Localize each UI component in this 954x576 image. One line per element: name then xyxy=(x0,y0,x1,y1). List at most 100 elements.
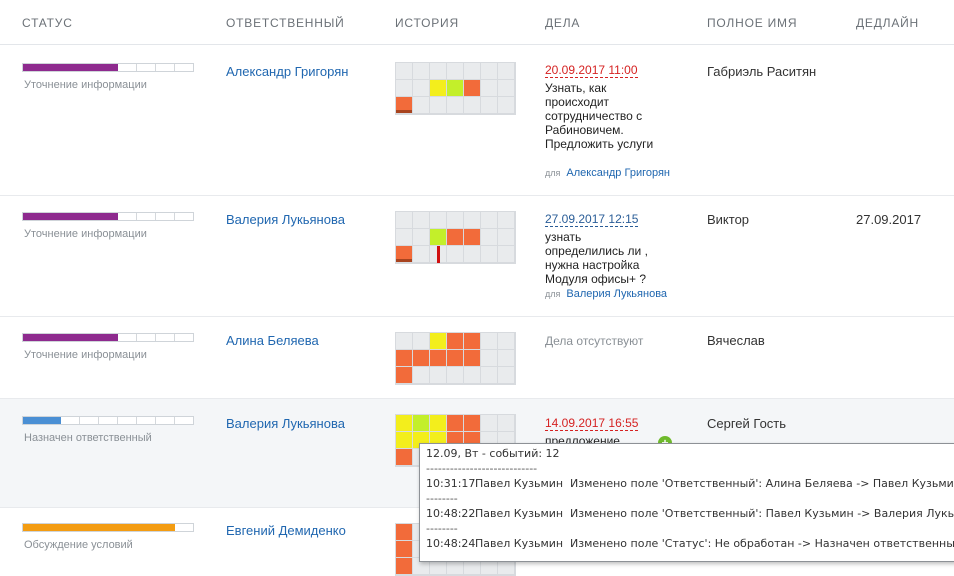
status-segment xyxy=(42,524,61,531)
deal-assignee: для Валерия Лукьянова xyxy=(545,288,667,300)
status-segment xyxy=(156,417,175,424)
status-progress-bar xyxy=(22,416,194,425)
tooltip-entry-change: Изменено поле 'Ответственный': Павел Куз… xyxy=(570,507,954,520)
status-segment xyxy=(80,334,99,341)
status-segment xyxy=(118,64,137,71)
responsible-link[interactable]: Валерия Лукьянова xyxy=(226,416,345,431)
status-segment xyxy=(118,334,137,341)
tooltip-separator: -------- xyxy=(426,492,458,505)
responsible-link[interactable]: Алина Беляева xyxy=(226,333,319,348)
deal-date[interactable]: 14.09.2017 16:55 xyxy=(545,416,639,431)
status-segment xyxy=(175,213,193,220)
status-segment xyxy=(42,334,61,341)
responsible-link[interactable]: Евгений Демиденко xyxy=(226,523,346,538)
table-header: СТАТУС ОТВЕТСТВЕННЫЙ ИСТОРИЯ ДЕЛА ПОЛНОЕ… xyxy=(0,0,954,45)
deal-date[interactable]: 27.09.2017 12:15 xyxy=(545,212,639,227)
deal-date[interactable]: 20.09.2017 11:00 xyxy=(545,63,638,78)
deal-assignee-link[interactable]: Валерия Лукьянова xyxy=(566,288,668,300)
status-segment xyxy=(80,64,99,71)
status-segment xyxy=(137,64,156,71)
history-grid[interactable] xyxy=(395,62,516,115)
status-segment xyxy=(23,334,42,341)
history-grid[interactable] xyxy=(395,332,516,385)
status-progress-bar xyxy=(22,212,194,221)
responsible-link[interactable]: Александр Григорян xyxy=(226,64,349,79)
status-segment xyxy=(42,64,61,71)
header-responsible[interactable]: ОТВЕТСТВЕННЫЙ xyxy=(226,16,345,30)
status-segment xyxy=(23,64,42,71)
status-segment xyxy=(175,334,193,341)
status-segment xyxy=(42,213,61,220)
status-segment xyxy=(156,524,175,531)
full-name: Габриэль Раситян xyxy=(707,64,817,79)
status-segment xyxy=(175,64,193,71)
deals-empty: Дела отсутствуют xyxy=(545,334,644,348)
status-segment xyxy=(61,524,80,531)
deal-assignee-link[interactable]: Александр Григорян xyxy=(566,167,670,179)
status-segment xyxy=(23,524,42,531)
deal-text: Узнать, как происходит сотрудничество с … xyxy=(545,81,654,151)
deadline: 27.09.2017 xyxy=(856,212,922,227)
full-name: Виктор xyxy=(707,212,750,227)
status-label: Уточнение информации xyxy=(24,349,147,361)
tooltip-entry-user: Павел Кузьмин xyxy=(475,477,564,490)
status-segment xyxy=(156,213,175,220)
tooltip-entry-time: 10:48:22 xyxy=(426,507,476,520)
tooltip-entry-change: Изменено поле 'Статус': Не обработан -> … xyxy=(570,537,954,550)
tooltip-entry-time: 10:31:17 xyxy=(426,477,476,490)
status-segment xyxy=(23,417,42,424)
tooltip-title: 12.09, Вт - событий: 12 xyxy=(426,447,560,460)
history-tooltip: 12.09, Вт - событий: 12 ----------------… xyxy=(419,443,954,562)
status-label: Уточнение информации xyxy=(24,79,147,91)
status-segment xyxy=(99,524,118,531)
status-segment xyxy=(61,417,80,424)
deal-assignee: для Александр Григорян xyxy=(545,167,670,179)
tooltip-separator: ---------------------------- xyxy=(426,462,538,475)
status-segment xyxy=(61,334,80,341)
status-segment xyxy=(118,417,137,424)
tooltip-entry-time: 10:48:24 xyxy=(426,537,476,550)
status-segment xyxy=(23,213,42,220)
status-segment xyxy=(99,213,118,220)
status-label: Назначен ответственный xyxy=(24,432,152,444)
full-name: Сергей Гость xyxy=(707,416,787,431)
status-segment xyxy=(80,213,99,220)
status-progress-bar xyxy=(22,333,194,342)
header-deals[interactable]: ДЕЛА xyxy=(545,16,581,30)
deal-text: узнать определились ли , нужна настройка… xyxy=(545,230,648,286)
status-segment xyxy=(175,524,193,531)
tooltip-separator: -------- xyxy=(426,522,458,535)
header-deadline[interactable]: ДЕДЛАЙН xyxy=(856,16,920,30)
status-progress-bar xyxy=(22,523,194,532)
header-full-name[interactable]: ПОЛНОЕ ИМЯ xyxy=(707,16,798,30)
responsible-link[interactable]: Валерия Лукьянова xyxy=(226,212,345,227)
deal-for-prefix: для xyxy=(545,289,561,299)
status-label: Уточнение информации xyxy=(24,228,147,240)
status-segment xyxy=(137,417,156,424)
table-row[interactable]: Уточнение информации Александр Григорян … xyxy=(0,45,954,196)
header-history[interactable]: ИСТОРИЯ xyxy=(395,16,459,30)
status-label: Обсуждение условий xyxy=(24,539,133,551)
status-segment xyxy=(137,213,156,220)
status-segment xyxy=(61,213,80,220)
status-segment xyxy=(137,334,156,341)
status-segment xyxy=(99,417,118,424)
table-row[interactable]: Уточнение информации Алина Беляева Дела … xyxy=(0,317,954,399)
deal-for-prefix: для xyxy=(545,168,561,178)
table-row[interactable]: Уточнение информации Валерия Лукьянова 2… xyxy=(0,196,954,317)
status-segment xyxy=(99,334,118,341)
status-progress-bar xyxy=(22,63,194,72)
status-segment xyxy=(118,524,137,531)
tooltip-entry-change: Изменено поле 'Ответственный': Алина Бел… xyxy=(570,477,954,490)
status-segment xyxy=(42,417,61,424)
status-segment xyxy=(80,524,99,531)
status-segment xyxy=(99,64,118,71)
header-status[interactable]: СТАТУС xyxy=(22,16,73,30)
status-segment xyxy=(156,64,175,71)
status-segment xyxy=(137,524,156,531)
history-grid[interactable] xyxy=(395,211,516,264)
tooltip-entry-user: Павел Кузьмин xyxy=(475,507,564,520)
tooltip-entry-user: Павел Кузьмин xyxy=(475,537,564,550)
status-segment xyxy=(80,417,99,424)
status-segment xyxy=(61,64,80,71)
